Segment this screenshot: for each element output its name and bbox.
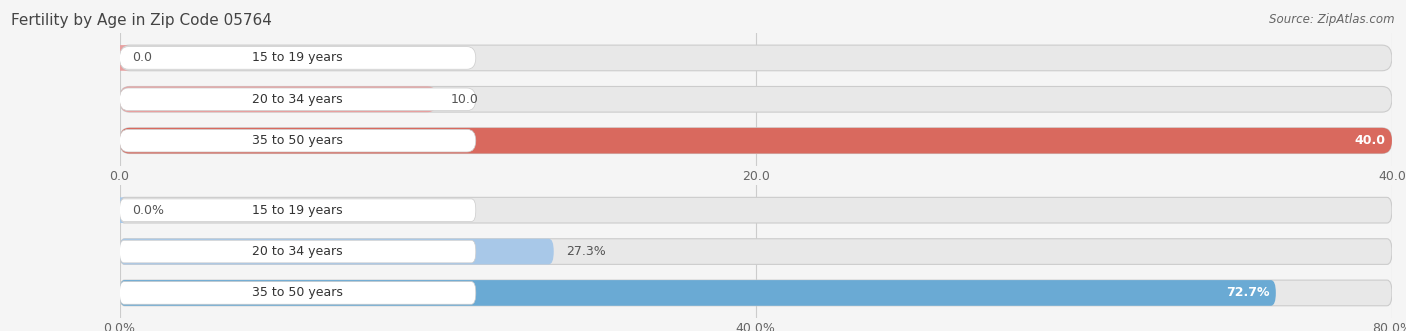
Text: 20 to 34 years: 20 to 34 years <box>252 93 343 106</box>
Text: 40.0: 40.0 <box>1354 134 1385 147</box>
Text: Fertility by Age in Zip Code 05764: Fertility by Age in Zip Code 05764 <box>11 13 273 28</box>
Text: 10.0: 10.0 <box>450 93 478 106</box>
FancyBboxPatch shape <box>110 45 129 71</box>
FancyBboxPatch shape <box>120 88 475 111</box>
Text: 72.7%: 72.7% <box>1226 286 1270 300</box>
FancyBboxPatch shape <box>120 239 1392 264</box>
FancyBboxPatch shape <box>120 280 1275 306</box>
Text: 35 to 50 years: 35 to 50 years <box>252 134 343 147</box>
FancyBboxPatch shape <box>120 47 475 69</box>
FancyBboxPatch shape <box>120 240 475 263</box>
FancyBboxPatch shape <box>120 239 554 264</box>
FancyBboxPatch shape <box>114 197 125 223</box>
FancyBboxPatch shape <box>120 280 1392 306</box>
Text: 15 to 19 years: 15 to 19 years <box>252 51 343 65</box>
FancyBboxPatch shape <box>120 128 1392 154</box>
Text: 35 to 50 years: 35 to 50 years <box>252 286 343 300</box>
FancyBboxPatch shape <box>120 86 437 112</box>
Text: 0.0: 0.0 <box>132 51 152 65</box>
FancyBboxPatch shape <box>120 45 1392 71</box>
FancyBboxPatch shape <box>120 197 1392 223</box>
Text: 0.0%: 0.0% <box>132 204 165 217</box>
FancyBboxPatch shape <box>120 129 475 152</box>
Text: Source: ZipAtlas.com: Source: ZipAtlas.com <box>1270 13 1395 26</box>
FancyBboxPatch shape <box>120 128 1392 154</box>
FancyBboxPatch shape <box>120 199 475 221</box>
Text: 15 to 19 years: 15 to 19 years <box>252 204 343 217</box>
Text: 20 to 34 years: 20 to 34 years <box>252 245 343 258</box>
FancyBboxPatch shape <box>120 86 1392 112</box>
Text: 27.3%: 27.3% <box>567 245 606 258</box>
FancyBboxPatch shape <box>120 282 475 304</box>
